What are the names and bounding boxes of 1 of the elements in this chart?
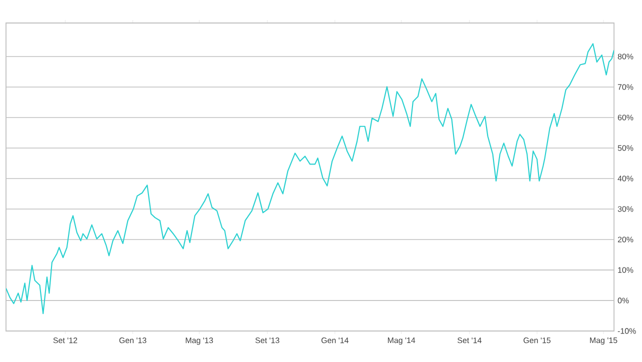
line-series: [6, 43, 614, 314]
